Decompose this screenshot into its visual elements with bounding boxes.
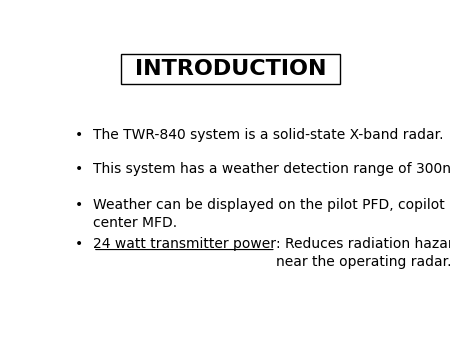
Text: This system has a weather detection range of 300nm.: This system has a weather detection rang… — [93, 162, 450, 175]
Text: INTRODUCTION: INTRODUCTION — [135, 58, 326, 78]
Text: Weather can be displayed on the pilot PFD, copilot PFD and the
center MFD.: Weather can be displayed on the pilot PF… — [93, 198, 450, 230]
FancyBboxPatch shape — [121, 54, 341, 83]
Text: •: • — [75, 162, 83, 175]
Text: •: • — [75, 198, 83, 212]
Text: The TWR-840 system is a solid-state X-band radar.: The TWR-840 system is a solid-state X-ba… — [93, 128, 443, 142]
Text: : Reduces radiation hazard for personnel
near the operating radar.: : Reduces radiation hazard for personnel… — [276, 237, 450, 269]
Text: 24 watt transmitter power: 24 watt transmitter power — [93, 237, 276, 251]
Text: •: • — [75, 237, 83, 251]
Text: •: • — [75, 128, 83, 142]
